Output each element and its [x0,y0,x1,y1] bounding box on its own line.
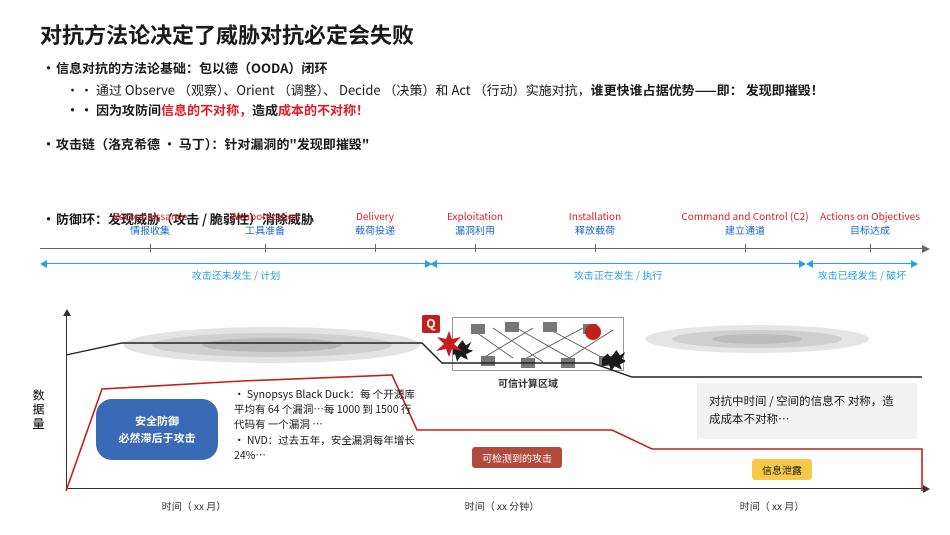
phase-cn-label: 释放载荷 [575,222,615,237]
timeline-span: 攻击正在发生 / 执行 [436,259,800,273]
timeline-span: 攻击已经发生 / 破坏 [812,259,912,273]
bullet-ooda: 信息对抗的方法论基础：包以德（OODA）闭环 [56,58,916,78]
callout-defense-lag: 安全防御必然滞后于攻击 [96,399,218,460]
timeline-span-label: 攻击已经发生 / 破坏 [807,267,917,282]
timeline-tick [475,244,476,252]
phase-en-label: Command and Control (C2) [681,208,808,223]
bullet-ooda-sub1: · 通过 Observe （观察）、Orient （调整）、 Decide （决… [80,80,916,100]
phase-en-label: Installation [569,208,621,223]
phase-en-label: Actions on Objectives [820,208,920,223]
bullet-ooda-sub2: · 因为攻防间信息的不对称，造成成本的不对称！ [80,100,916,120]
bullet-kill-chain: 攻击链（洛克希德 · 马丁）：针对漏洞的"发现即摧毁" [56,134,916,154]
threat-diagram: 数据量 Q [52,315,924,517]
vuln-stats-text: · Synopsys Black Duck：每 个开源库平均有 64 个漏洞…每… [234,387,416,463]
timeline-arrow-icon [922,245,930,253]
phase-en-label: Exploitation [447,208,503,223]
phase-cn-label: 目标达成 [850,222,890,237]
bullets: 信息对抗的方法论基础：包以德（OODA）闭环 · 通过 Observe （观察）… [56,58,916,229]
timeline-tick [150,244,151,252]
timeline-axis [40,248,924,249]
chip-info-leak: 信息泄露 [752,459,812,480]
phase-cn-label: 情报收集 [130,222,170,237]
timeline-tick [745,244,746,252]
timeline-span: 攻击还未发生 / 计划 [46,259,426,273]
phase-cn-label: 工具准备 [245,222,285,237]
timeline-tick [870,244,871,252]
phase-cn-label: 载荷投递 [355,222,395,237]
x-axis-label: 时间（ xx 月） [727,498,817,513]
kill-chain-timeline: Reconnaissance情报收集Weaponization工具准备Deliv… [40,226,924,274]
phase-cn-label: 漏洞利用 [455,222,495,237]
timeline-tick [265,244,266,252]
asymmetry-box: 对抗中时间 / 空间的信息不 对称，造成成本不对称… [697,383,917,439]
timeline-span-label: 攻击正在发生 / 执行 [563,267,673,282]
timeline-tick [595,244,596,252]
timeline-tick [375,244,376,252]
phase-en-label: Weaponization [230,208,299,223]
timeline-span-label: 攻击还未发生 / 计划 [181,267,291,282]
phase-en-label: Delivery [356,208,394,223]
phase-cn-label: 建立通道 [725,222,765,237]
slide-title: 对抗方法论决定了威胁对抗必定会失败 [40,18,414,50]
y-axis-label: 数据量 [30,389,47,431]
x-axis-label: 时间（ xx 分钟） [457,498,547,513]
x-axis-label: 时间（ xx 月） [149,498,239,513]
phase-en-label: Reconnaissance [113,208,188,223]
chip-detectable-attack: 可检测到的攻击 [472,447,562,468]
